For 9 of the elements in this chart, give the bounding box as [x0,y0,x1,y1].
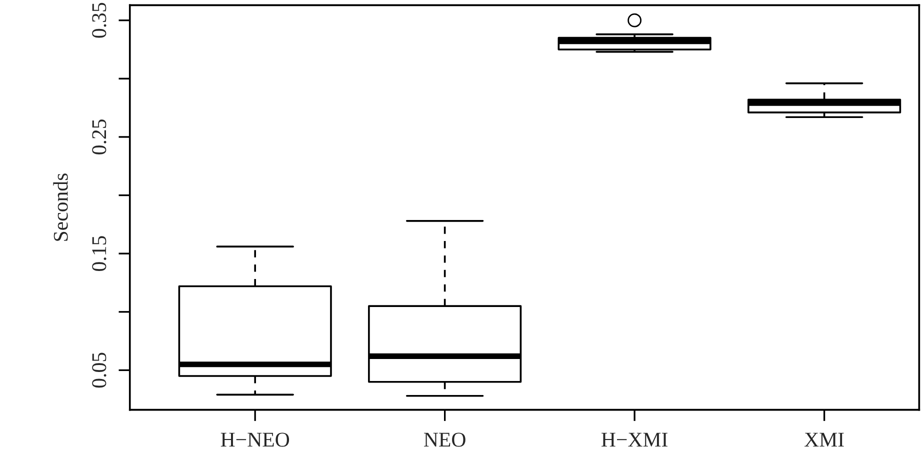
y-tick-label: 0.05 [92,352,106,388]
x-tick-label: NEO [424,432,466,447]
y-tick-label: 0.15 [92,236,106,272]
x-tick-label: XMI [804,432,844,447]
x-tick-label: H−XMI [602,432,668,447]
y-axis-title: Seconds [53,174,68,241]
y-tick-label: 0.35 [92,2,106,38]
x-tick-label: H−NEO [220,432,290,447]
y-tick-label: 0.25 [92,120,106,154]
